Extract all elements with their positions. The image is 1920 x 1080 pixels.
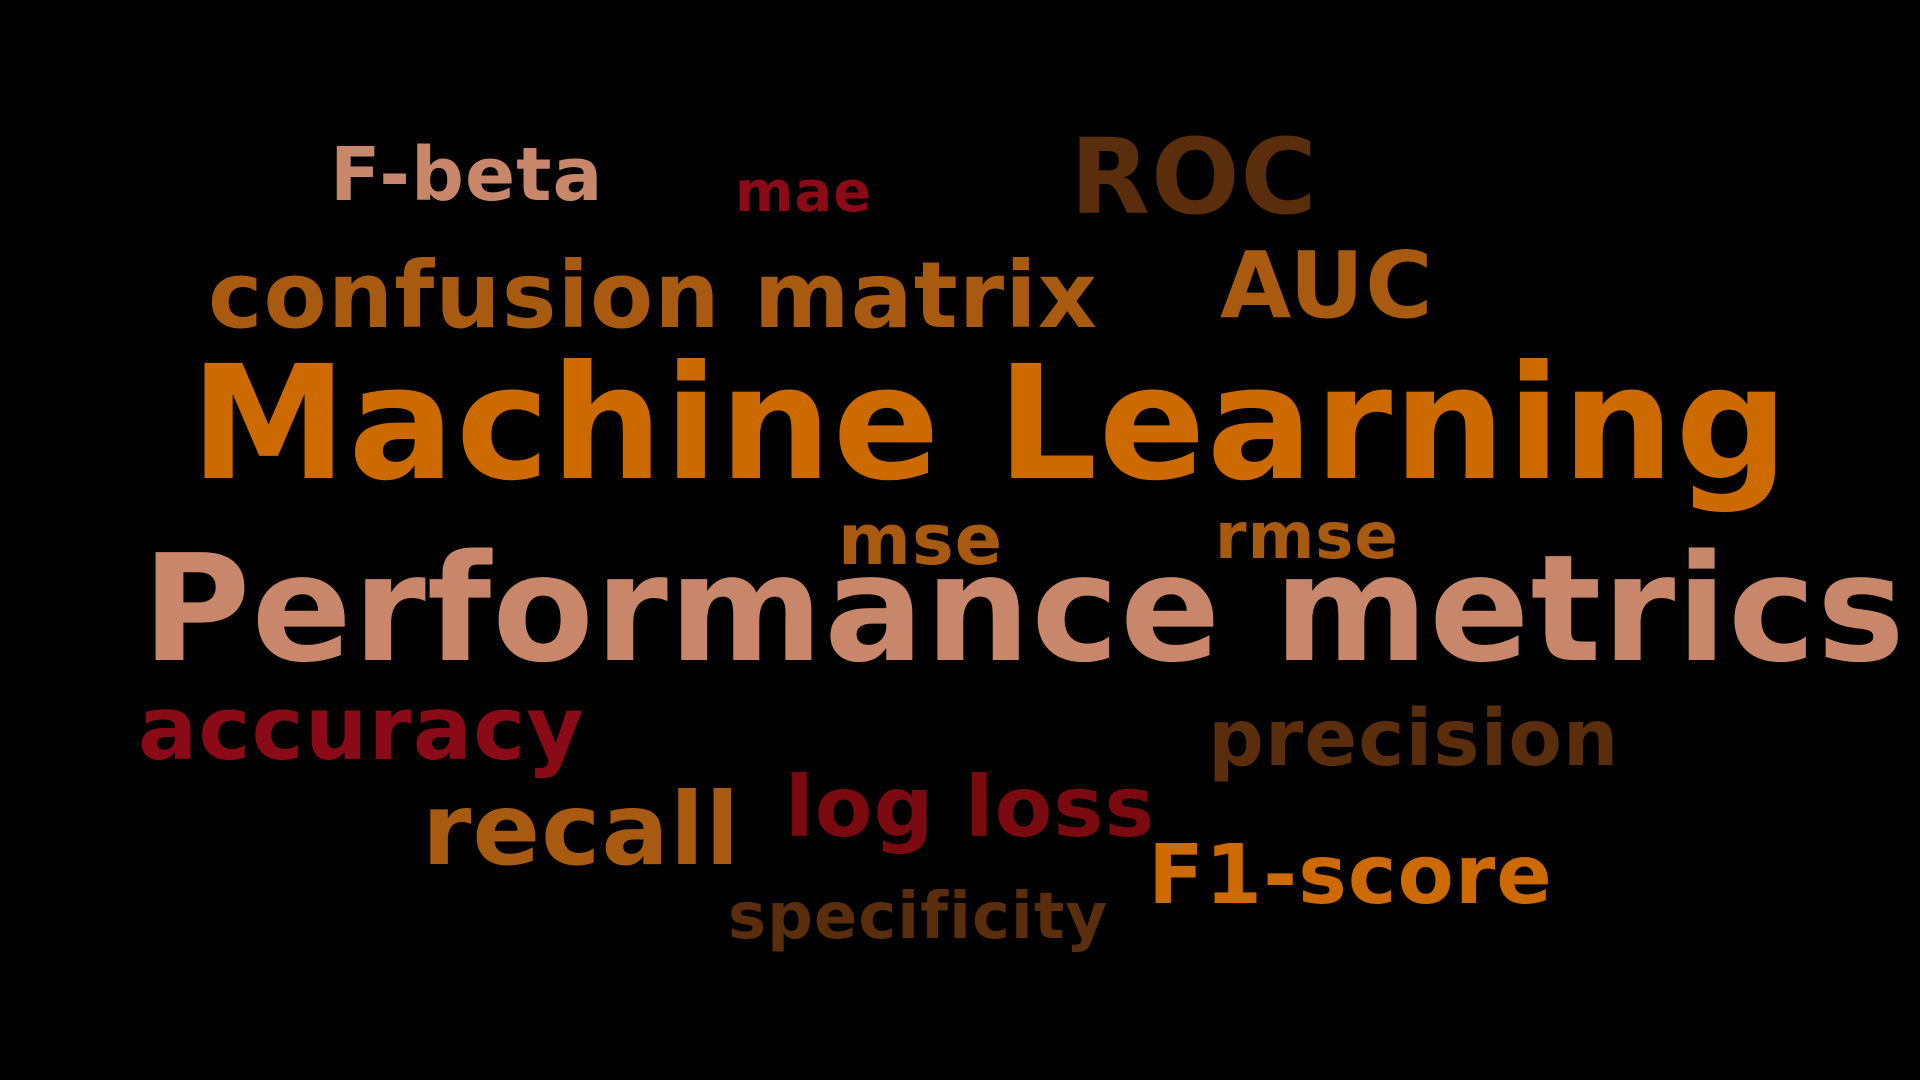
- word-mse: mse: [838, 499, 1004, 581]
- word-auc: AUC: [1220, 232, 1434, 339]
- word-rmse: rmse: [1215, 500, 1399, 574]
- word-mae: mae: [735, 160, 873, 225]
- word-recall: recall: [422, 771, 741, 888]
- word-f-beta: F-beta: [330, 132, 604, 218]
- word-specificity: specificity: [728, 880, 1109, 954]
- word-precision: precision: [1208, 694, 1620, 784]
- word-confusion-matrix: confusion matrix: [208, 242, 1098, 349]
- word-roc: ROC: [1070, 116, 1318, 238]
- word-performance-metrics: Performance metrics: [142, 523, 1906, 695]
- word-log-loss: log loss: [785, 758, 1156, 856]
- word-machine-learning: Machine Learning: [190, 332, 1790, 516]
- word-f1-score: F1-score: [1148, 828, 1553, 923]
- word-accuracy: accuracy: [138, 677, 585, 780]
